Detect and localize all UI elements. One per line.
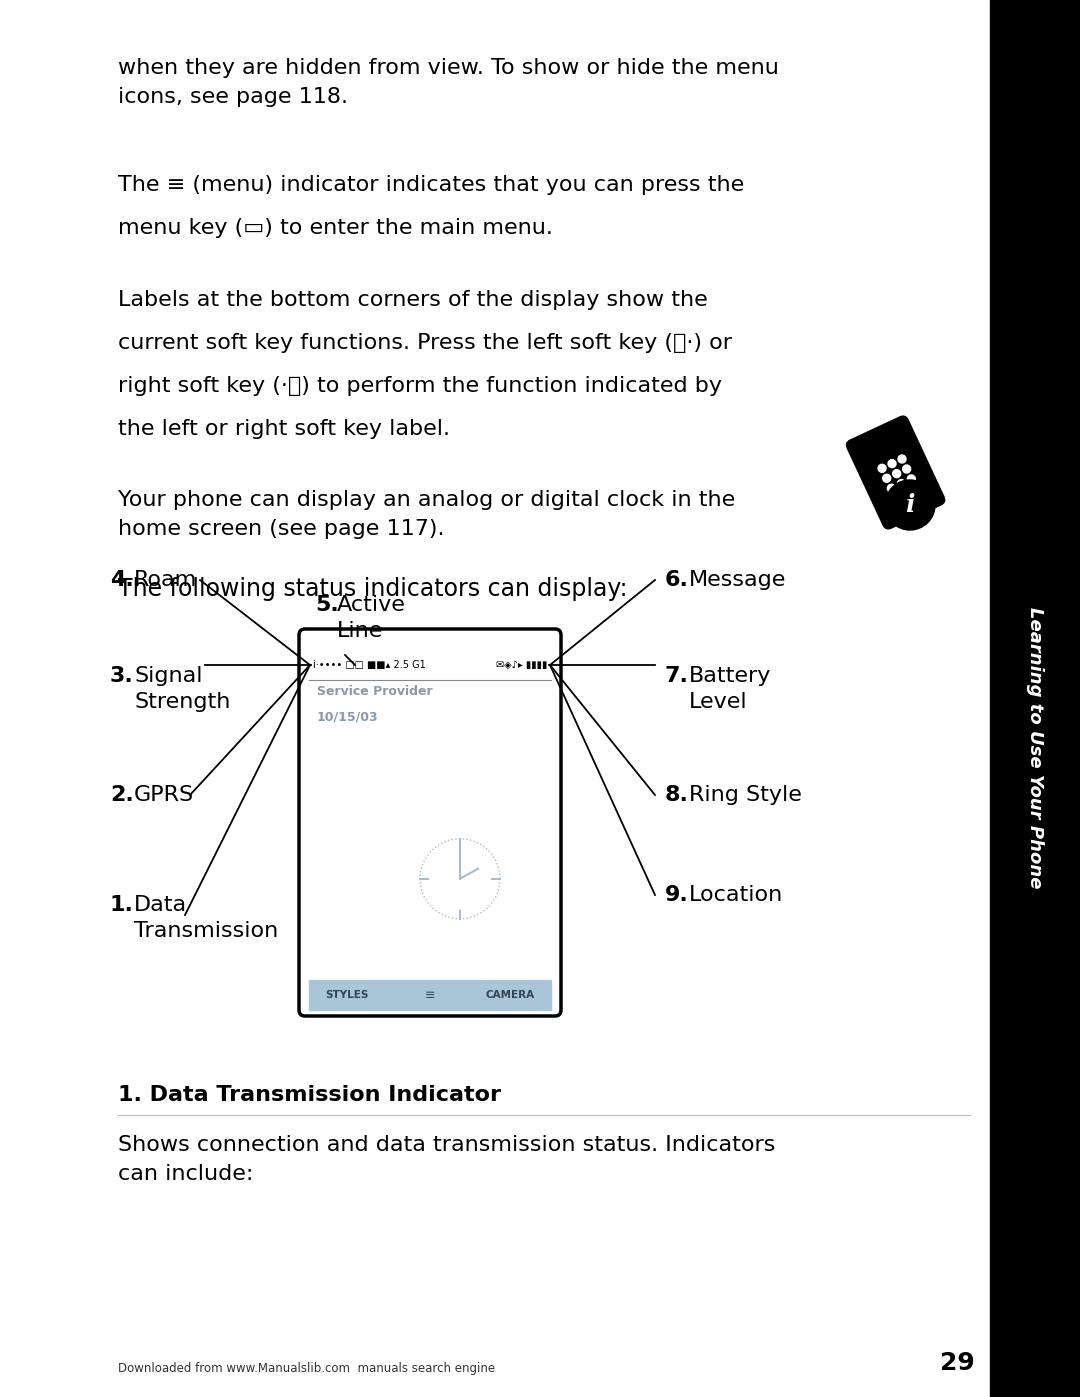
Text: 8.: 8.: [665, 785, 689, 805]
Text: Downloaded from www.Manualslib.com  manuals search engine: Downloaded from www.Manualslib.com manua…: [118, 1362, 495, 1375]
Text: The following status indicators can display:: The following status indicators can disp…: [118, 577, 627, 601]
Text: Ring Style: Ring Style: [689, 785, 801, 805]
Text: Battery: Battery: [689, 666, 771, 686]
Text: 6.: 6.: [665, 570, 689, 590]
Bar: [309, 981, 551, 1010]
Text: right soft key (·⎕) to perform the function indicated by: right soft key (·⎕) to perform the funct…: [118, 376, 723, 395]
Text: 1. Data Transmission Indicator: 1. Data Transmission Indicator: [118, 1085, 501, 1105]
Bar: [990, 0, 1080, 1397]
Circle shape: [897, 479, 905, 488]
Text: 9.: 9.: [665, 886, 689, 905]
Text: Message: Message: [689, 570, 786, 590]
Text: 29: 29: [940, 1351, 975, 1375]
Circle shape: [893, 469, 901, 478]
Text: 2.: 2.: [110, 785, 134, 805]
Circle shape: [907, 475, 916, 483]
Text: i: i: [905, 493, 915, 517]
Text: 4.: 4.: [110, 570, 134, 590]
Text: Transmission: Transmission: [134, 921, 279, 942]
Circle shape: [897, 455, 906, 462]
Text: STYLES: STYLES: [325, 990, 368, 1000]
Text: Strength: Strength: [134, 692, 230, 712]
FancyBboxPatch shape: [299, 629, 561, 1016]
Text: menu key (▭) to enter the main menu.: menu key (▭) to enter the main menu.: [118, 218, 553, 237]
Text: Roam: Roam: [134, 570, 198, 590]
Text: Learning to Use Your Phone: Learning to Use Your Phone: [1026, 608, 1044, 888]
Text: ✉◈♪▸ ▮▮▮▮: ✉◈♪▸ ▮▮▮▮: [496, 659, 546, 671]
Text: Line: Line: [337, 622, 383, 641]
Text: Active: Active: [337, 595, 406, 615]
Text: Shows connection and data transmission status. Indicators
can include:: Shows connection and data transmission s…: [118, 1134, 775, 1183]
Text: i·•••• □□ ■■▴ 2.5 G1: i·•••• □□ ■■▴ 2.5 G1: [313, 659, 426, 671]
Text: Location: Location: [689, 886, 783, 905]
Text: when they are hidden from view. To show or hide the menu
icons, see page 118.: when they are hidden from view. To show …: [118, 59, 779, 106]
Circle shape: [903, 465, 910, 474]
Text: Data: Data: [134, 895, 187, 915]
FancyBboxPatch shape: [848, 418, 944, 528]
Text: Labels at the bottom corners of the display show the: Labels at the bottom corners of the disp…: [118, 291, 707, 310]
Text: Level: Level: [689, 692, 747, 712]
Circle shape: [885, 481, 935, 529]
Circle shape: [888, 485, 895, 492]
Circle shape: [882, 474, 891, 482]
Circle shape: [888, 460, 896, 468]
Text: ≡: ≡: [424, 989, 435, 1002]
Text: Signal: Signal: [134, 666, 203, 686]
Text: 10/15/03: 10/15/03: [318, 710, 379, 724]
Text: current soft key functions. Press the left soft key (⎕·) or: current soft key functions. Press the le…: [118, 332, 732, 353]
Text: 1.: 1.: [110, 895, 134, 915]
Bar: [309, 650, 551, 680]
Text: CAMERA: CAMERA: [486, 990, 535, 1000]
Text: Your phone can display an analog or digital clock in the
home screen (see page 1: Your phone can display an analog or digi…: [118, 490, 735, 539]
Text: GPRS: GPRS: [134, 785, 194, 805]
Circle shape: [878, 464, 886, 472]
Text: Service Provider: Service Provider: [318, 685, 433, 698]
Text: 5.: 5.: [315, 595, 339, 615]
Text: The ≡ (menu) indicator indicates that you can press the: The ≡ (menu) indicator indicates that yo…: [118, 175, 744, 196]
Text: the left or right soft key label.: the left or right soft key label.: [118, 419, 450, 439]
Text: 7.: 7.: [665, 666, 689, 686]
Text: 3.: 3.: [110, 666, 134, 686]
